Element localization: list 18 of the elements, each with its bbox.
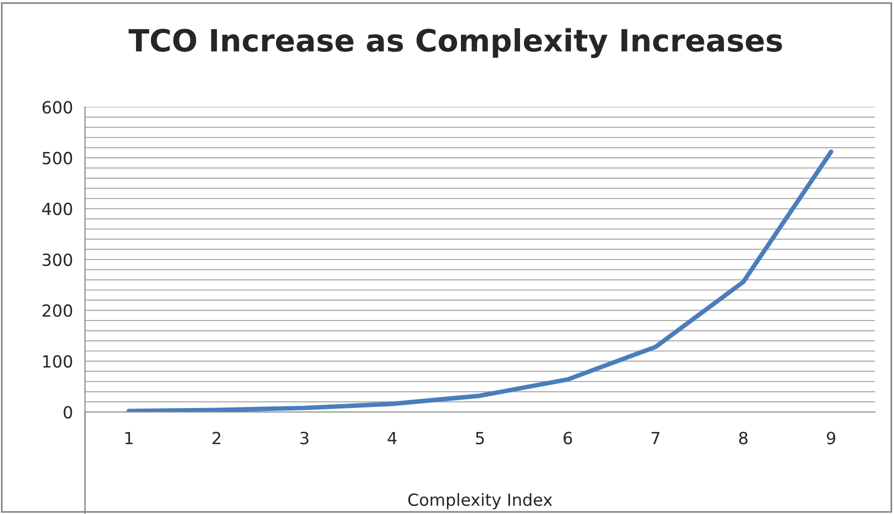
x-tick-label: 8	[739, 432, 748, 444]
x-tick-label: 6	[564, 432, 572, 444]
y-tick-label: 400	[42, 202, 72, 216]
x-axis-title: Complexity Index	[408, 493, 552, 510]
x-tick-label: 4	[388, 432, 397, 444]
x-tick-label: 9	[826, 432, 836, 444]
x-tick-label: 7	[652, 432, 660, 444]
y-tick-label: 500	[42, 152, 72, 164]
x-tick-label: 5	[476, 432, 484, 444]
y-tick-label: 200	[42, 304, 72, 317]
x-tick-label: 2	[212, 432, 220, 444]
y-tick-label: 600	[42, 100, 72, 114]
x-tick-label: 1	[125, 432, 133, 444]
y-tick-label: 0	[64, 406, 72, 419]
chart-title: TCO Increase as Complexity Increases	[128, 28, 782, 58]
x-tick-label: 3	[300, 432, 308, 444]
y-tick-label: 100	[43, 355, 72, 368]
y-tick-label: 300	[42, 253, 72, 266]
